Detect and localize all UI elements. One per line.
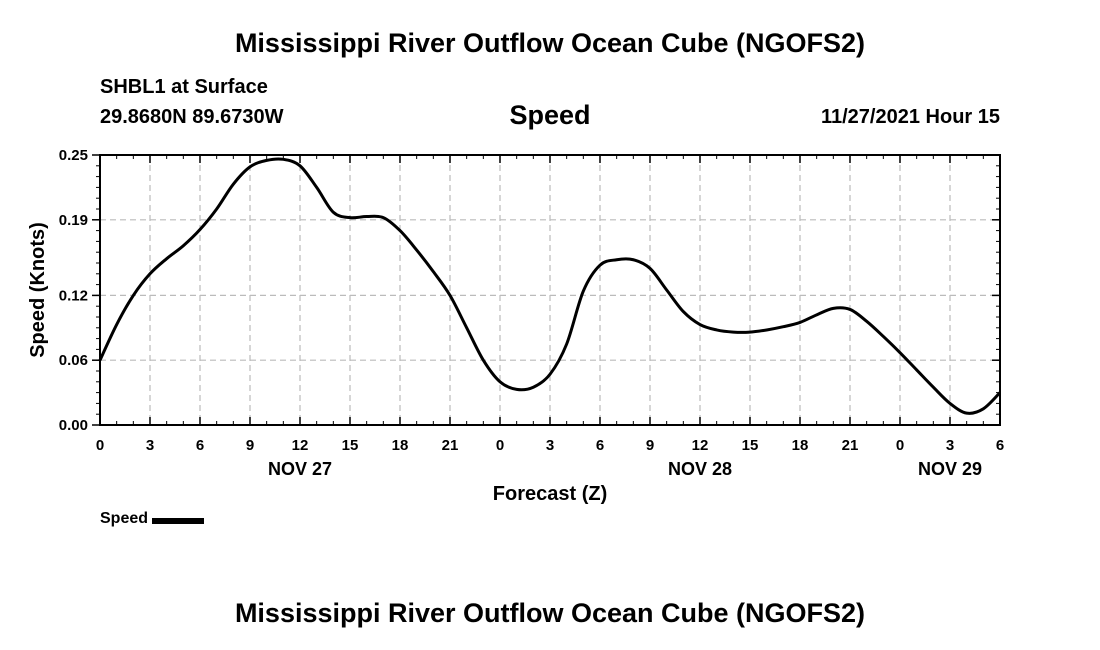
chart-title: Speed bbox=[509, 100, 591, 130]
y-tick-label: 0.19 bbox=[59, 212, 88, 229]
legend: Speed bbox=[100, 510, 205, 528]
main-title: Mississippi River Outflow Ocean Cube (NG… bbox=[234, 28, 866, 58]
x-tick-label: 6 bbox=[196, 437, 204, 454]
valid-time-label: 11/27/2021 Hour 15 bbox=[820, 106, 1000, 128]
series-layer bbox=[98, 157, 1002, 415]
legend-label: Speed bbox=[100, 510, 149, 527]
coordinates-label: 29.8680N 89.6730W bbox=[100, 106, 284, 128]
x-tick-label: 3 bbox=[946, 437, 954, 454]
axis-ticks bbox=[92, 154, 1001, 426]
x-tick-label: 0 bbox=[896, 437, 904, 454]
footer-title: Mississippi River Outflow Ocean Cube (NG… bbox=[234, 598, 866, 628]
x-tick-label: 0 bbox=[96, 437, 104, 454]
date-label: NOV 27 bbox=[268, 459, 332, 479]
speed-series-line bbox=[98, 157, 1002, 415]
x-tick-label: 9 bbox=[246, 437, 254, 454]
grid bbox=[100, 155, 1000, 425]
date-label: NOV 28 bbox=[668, 459, 732, 479]
x-tick-label: 12 bbox=[292, 437, 309, 454]
axis-labels: 0 3 6 9 12 15 18 21 0 3 6 9 12 15 18 21 0 3 6 0.00 0.06 0.12 0… bbox=[59, 147, 1004, 479]
x-tick-label: 21 bbox=[442, 437, 459, 454]
x-tick-label: 21 bbox=[842, 437, 859, 454]
plot-frame bbox=[99, 154, 1001, 426]
x-tick-label: 18 bbox=[792, 437, 809, 454]
x-tick-label: 12 bbox=[692, 437, 709, 454]
y-tick-label: 0.06 bbox=[59, 352, 88, 369]
y-tick-label: 0.25 bbox=[59, 147, 88, 164]
x-tick-label: 3 bbox=[146, 437, 154, 454]
y-tick-label: 0.12 bbox=[59, 287, 88, 304]
station-label: SHBL1 at Surface bbox=[100, 76, 268, 98]
y-axis-title: Speed (Knots) bbox=[27, 222, 49, 358]
x-tick-label: 15 bbox=[342, 437, 359, 454]
x-tick-label: 6 bbox=[996, 437, 1004, 454]
legend-swatch bbox=[152, 517, 205, 524]
x-tick-label: 0 bbox=[496, 437, 504, 454]
date-label: NOV 29 bbox=[918, 459, 982, 479]
x-tick-label: 6 bbox=[596, 437, 604, 454]
y-tick-label: 0.00 bbox=[59, 417, 88, 434]
x-axis-title: Forecast (Z) bbox=[493, 483, 607, 505]
x-tick-label: 9 bbox=[646, 437, 654, 454]
x-tick-label: 15 bbox=[742, 437, 759, 454]
x-tick-label: 3 bbox=[546, 437, 554, 454]
x-tick-label: 18 bbox=[392, 437, 409, 454]
